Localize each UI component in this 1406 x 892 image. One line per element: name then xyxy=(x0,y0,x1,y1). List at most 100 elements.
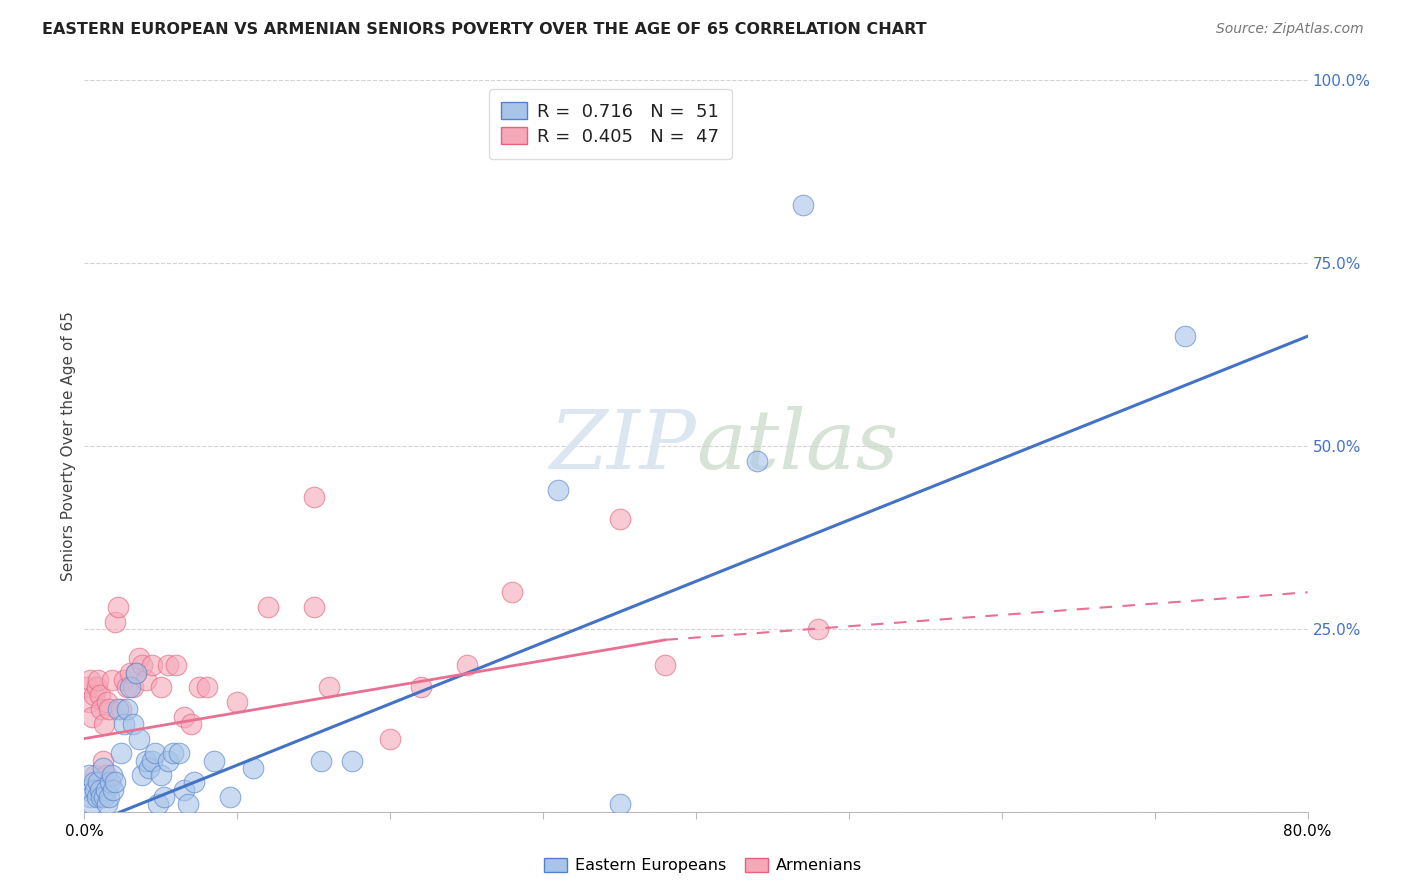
Point xyxy=(112,673,135,687)
Point xyxy=(79,673,101,687)
Point xyxy=(807,622,830,636)
Text: ZIP: ZIP xyxy=(550,406,696,486)
Point xyxy=(143,746,166,760)
Point xyxy=(84,782,107,797)
Point xyxy=(112,717,135,731)
Point xyxy=(131,658,153,673)
Point xyxy=(93,790,115,805)
Point xyxy=(173,709,195,723)
Point xyxy=(257,599,280,614)
Point xyxy=(91,754,114,768)
Point xyxy=(96,695,118,709)
Point xyxy=(93,717,115,731)
Point xyxy=(242,761,264,775)
Point xyxy=(89,688,111,702)
Point xyxy=(80,709,103,723)
Point xyxy=(609,797,631,812)
Point xyxy=(302,490,325,504)
Point xyxy=(609,512,631,526)
Point xyxy=(153,790,176,805)
Point xyxy=(101,768,124,782)
Point xyxy=(128,731,150,746)
Y-axis label: Seniors Poverty Over the Age of 65: Seniors Poverty Over the Age of 65 xyxy=(60,311,76,581)
Point xyxy=(86,790,108,805)
Point xyxy=(218,790,240,805)
Point xyxy=(120,665,142,680)
Point xyxy=(302,599,325,614)
Point xyxy=(456,658,478,673)
Point xyxy=(311,754,333,768)
Point xyxy=(157,754,180,768)
Point xyxy=(110,702,132,716)
Point xyxy=(792,197,814,211)
Point xyxy=(77,768,100,782)
Text: EASTERN EUROPEAN VS ARMENIAN SENIORS POVERTY OVER THE AGE OF 65 CORRELATION CHAR: EASTERN EUROPEAN VS ARMENIAN SENIORS POV… xyxy=(42,22,927,37)
Point xyxy=(104,775,127,789)
Point xyxy=(87,775,110,789)
Point xyxy=(547,483,569,497)
Point xyxy=(80,797,103,812)
Point xyxy=(122,717,145,731)
Point xyxy=(83,688,105,702)
Point xyxy=(87,673,110,687)
Point xyxy=(77,695,100,709)
Point xyxy=(502,585,524,599)
Point xyxy=(107,599,129,614)
Point xyxy=(94,768,117,782)
Point xyxy=(165,658,187,673)
Point xyxy=(104,615,127,629)
Text: Source: ZipAtlas.com: Source: ZipAtlas.com xyxy=(1216,22,1364,37)
Point xyxy=(318,681,340,695)
Point xyxy=(138,761,160,775)
Point xyxy=(76,782,98,797)
Point xyxy=(98,775,121,789)
Point xyxy=(195,681,218,695)
Point xyxy=(110,746,132,760)
Point xyxy=(747,453,769,467)
Point xyxy=(340,754,363,768)
Point xyxy=(97,790,120,805)
Point xyxy=(135,673,157,687)
Point xyxy=(380,731,402,746)
Point xyxy=(115,702,138,716)
Point xyxy=(409,681,432,695)
Point xyxy=(120,681,142,695)
Point xyxy=(226,695,249,709)
Point xyxy=(79,790,101,805)
Legend: Eastern Europeans, Armenians: Eastern Europeans, Armenians xyxy=(538,851,868,880)
Point xyxy=(103,782,125,797)
Legend: R =  0.716   N =  51, R =  0.405   N =  47: R = 0.716 N = 51, R = 0.405 N = 47 xyxy=(489,89,733,159)
Point xyxy=(149,681,172,695)
Point xyxy=(1174,329,1197,343)
Point xyxy=(84,768,107,782)
Point xyxy=(86,681,108,695)
Point xyxy=(183,775,205,789)
Point xyxy=(141,754,163,768)
Point xyxy=(97,702,120,716)
Point xyxy=(91,761,114,775)
Point xyxy=(122,681,145,695)
Point xyxy=(157,658,180,673)
Point xyxy=(654,658,676,673)
Text: atlas: atlas xyxy=(696,406,898,486)
Point xyxy=(96,797,118,812)
Point xyxy=(89,782,111,797)
Point xyxy=(83,775,105,789)
Point xyxy=(107,702,129,716)
Point xyxy=(167,746,190,760)
Point xyxy=(162,746,184,760)
Point xyxy=(135,754,157,768)
Point xyxy=(101,673,124,687)
Point xyxy=(141,658,163,673)
Point xyxy=(180,717,202,731)
Point xyxy=(177,797,200,812)
Point xyxy=(202,754,225,768)
Point xyxy=(188,681,211,695)
Point xyxy=(149,768,172,782)
Point xyxy=(125,665,148,680)
Point xyxy=(125,665,148,680)
Point xyxy=(131,768,153,782)
Point xyxy=(90,702,112,716)
Point xyxy=(90,790,112,805)
Point xyxy=(128,651,150,665)
